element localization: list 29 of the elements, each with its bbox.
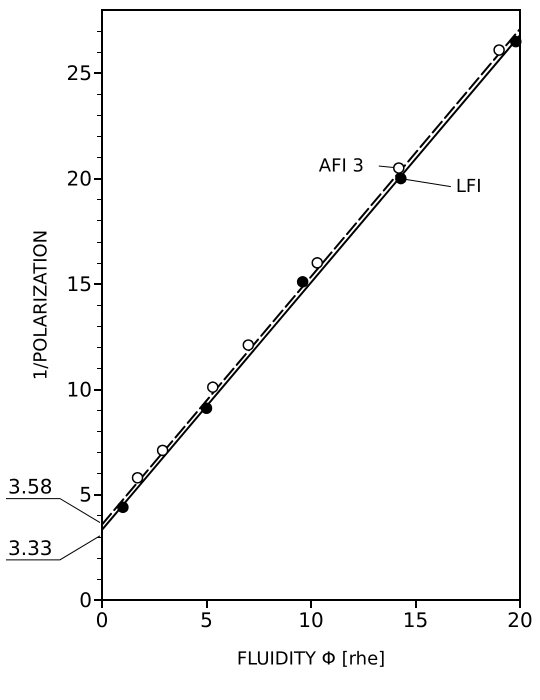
x-axis-title: FLUIDITY Φ [rhe]: [236, 648, 386, 670]
y-tick-label: 25: [66, 61, 92, 86]
y-tick-label: 0: [79, 588, 92, 612]
series-label: AFI 3: [318, 156, 364, 177]
point: [132, 472, 144, 484]
y-tick-label: 15: [66, 272, 92, 296]
point: [312, 257, 324, 269]
point: [117, 502, 129, 514]
point: [395, 172, 407, 184]
point: [510, 36, 522, 48]
point: [156, 444, 168, 456]
x-tick-label: 20: [507, 608, 533, 632]
point: [393, 162, 405, 174]
y-tick-label: 5: [79, 482, 92, 507]
y-axis-title: 1/POLARIZATION: [30, 230, 52, 380]
x-tick-label: 15: [402, 608, 428, 632]
point: [242, 339, 254, 351]
point: [296, 276, 308, 288]
x-tick-label: 0: [96, 608, 108, 632]
point: [493, 44, 505, 56]
y-tick-label: 10: [66, 377, 92, 402]
point: [200, 402, 212, 414]
legend-label: LFI: [456, 176, 482, 198]
annotation: 3.33: [8, 536, 53, 560]
y-tick-label: 20: [66, 166, 92, 191]
point: [207, 381, 219, 393]
x-tick-label: 5: [200, 608, 213, 632]
annotation: 3.58: [8, 474, 53, 499]
x-tick-label: 10: [298, 608, 324, 632]
